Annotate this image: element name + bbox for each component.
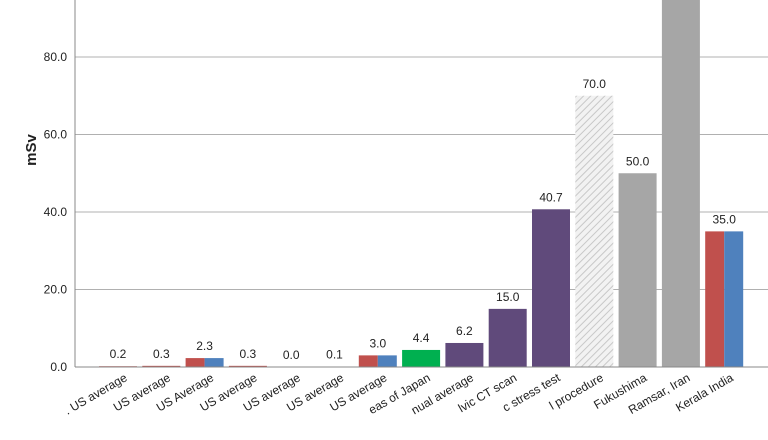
data-label: 0.2 <box>110 347 127 361</box>
bar <box>186 358 205 367</box>
data-label: 6.2 <box>456 324 473 338</box>
data-label: 4.4 <box>413 331 430 345</box>
bar <box>205 358 224 367</box>
data-label: 3.0 <box>369 336 386 350</box>
bar <box>705 231 724 367</box>
data-label: 70.0 <box>583 77 607 91</box>
bar <box>724 231 743 367</box>
data-label: 2.3 <box>196 339 213 353</box>
bar <box>662 0 700 367</box>
y-tick-label: 60.0 <box>44 128 68 142</box>
data-label: 15.0 <box>496 290 520 304</box>
data-label: 0.3 <box>153 347 170 361</box>
y-tick-label: 40.0 <box>44 205 68 219</box>
bar <box>445 343 483 367</box>
bar <box>489 309 527 367</box>
bar <box>378 355 397 367</box>
y-tick-label: 0.0 <box>50 360 67 374</box>
bars <box>99 0 743 367</box>
data-label: 0.0 <box>283 348 300 362</box>
bar <box>532 209 570 367</box>
y-axis-label: mSv <box>23 134 40 166</box>
y-tick-label: 20.0 <box>44 283 68 297</box>
data-label: 50.0 <box>626 154 650 168</box>
bar <box>619 173 657 367</box>
data-label: 0.3 <box>240 347 257 361</box>
y-tick-label: 80.0 <box>44 50 68 64</box>
bar <box>359 355 378 367</box>
data-label: 0.1 <box>326 348 343 362</box>
data-label: 35.0 <box>713 212 737 226</box>
bar <box>402 350 440 367</box>
data-label: 40.7 <box>539 190 563 204</box>
bar <box>575 96 613 367</box>
